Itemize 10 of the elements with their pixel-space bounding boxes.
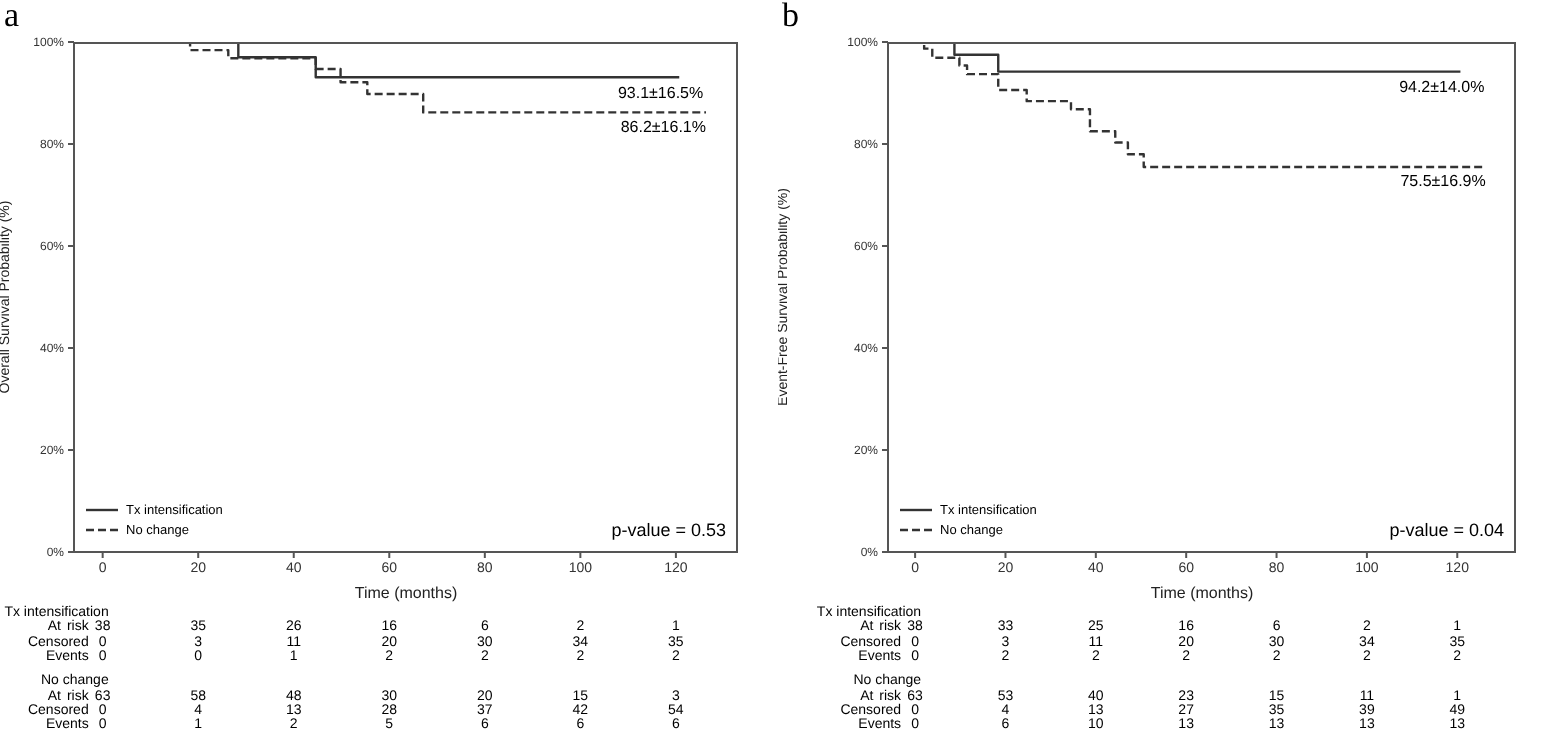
annotation: 94.2±14.0% (1399, 77, 1485, 96)
chart-title: a (4, 0, 20, 36)
chart-title: b (782, 0, 799, 36)
annotation: p-value = 0.04 (1389, 520, 1504, 540)
annotation: 75.5±16.9% (1400, 172, 1486, 191)
x-axis-title: Time (months) (354, 584, 458, 602)
annotation: p-value = 0.53 (611, 520, 726, 540)
annotation: 86.2±16.1% (620, 118, 706, 137)
x-axis-title: Time (months) (1150, 584, 1254, 602)
annotation: 93.1±16.5% (617, 83, 704, 102)
